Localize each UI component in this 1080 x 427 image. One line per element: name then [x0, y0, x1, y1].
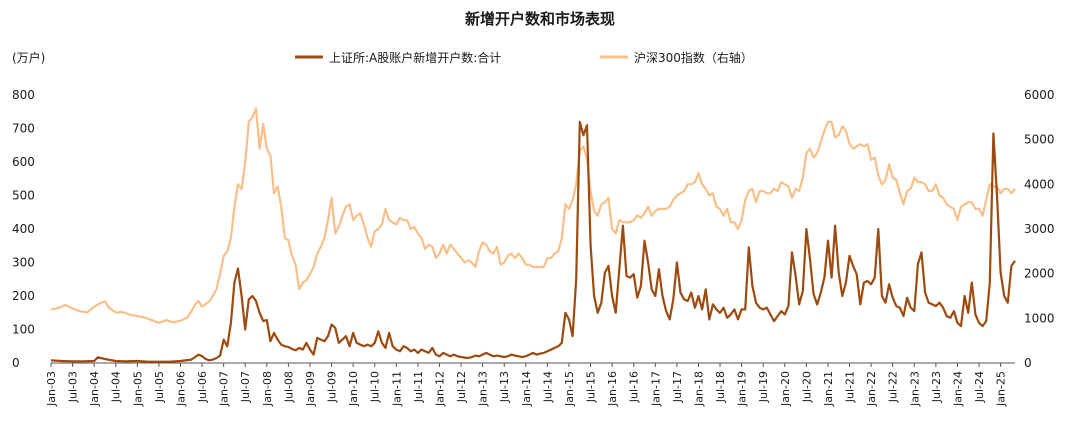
- chart-title: 新增开户数和市场表现: [465, 10, 615, 28]
- right-tick-label: 1000: [1024, 311, 1055, 325]
- right-tick-label: 0: [1024, 356, 1032, 370]
- x-axis: Jan-03 Jul-03 Jan-04 Jul-04 Jan-05 Jul-05 Jan-…: [45, 362, 1015, 407]
- x-tick-label: Jul-14: [541, 371, 554, 403]
- x-tick-label: Jan-10: [347, 371, 360, 407]
- x-tick-label: Jan-09: [304, 371, 317, 407]
- right-tick-label: 5000: [1024, 133, 1055, 147]
- x-tick-label: Jul-22: [887, 371, 900, 403]
- x-tick-label: Jan-06: [174, 371, 187, 407]
- x-tick-label: Jul-10: [369, 371, 382, 403]
- x-tick-label: Jul-08: [282, 371, 295, 403]
- x-tick-label: Jul-07: [239, 371, 252, 403]
- series-line-new-accounts: [50, 120, 1016, 363]
- x-tick-label: Jan-25: [995, 371, 1008, 407]
- x-tick-label: Jan-04: [88, 371, 101, 407]
- x-tick-label: Jul-20: [800, 371, 813, 403]
- x-tick-label: Jan-03: [45, 371, 58, 407]
- right-tick-label: 6000: [1024, 88, 1055, 102]
- x-tick-label: Jan-18: [692, 371, 705, 407]
- left-tick-label: 500: [12, 189, 35, 203]
- x-tick-label: Jul-21: [844, 371, 857, 403]
- right-tick-label: 2000: [1024, 267, 1055, 281]
- right-axis: 0 1000 2000 3000 4000 5000 6000: [1024, 88, 1055, 370]
- x-tick-label: Jul-13: [498, 371, 511, 403]
- x-tick-label: Jan-14: [520, 371, 533, 407]
- x-tick-label: Jul-05: [153, 371, 166, 403]
- x-tick-label: Jan-20: [779, 371, 792, 407]
- x-tick-label: Jan-19: [736, 371, 749, 407]
- x-tick-label: Jan-24: [951, 371, 964, 407]
- x-tick-label: Jan-16: [606, 371, 619, 407]
- left-tick-label: 200: [12, 289, 35, 303]
- legend-label-csi300: 沪深300指数（右轴）: [634, 50, 753, 65]
- left-tick-label: 400: [12, 222, 35, 236]
- x-tick-label: Jul-24: [973, 371, 986, 403]
- x-tick-label: Jan-08: [261, 371, 274, 407]
- x-tick-label: Jul-12: [455, 371, 468, 403]
- x-tick-label: Jan-17: [649, 371, 662, 407]
- x-tick-label: Jul-09: [326, 371, 339, 403]
- x-tick-label: Jan-07: [218, 371, 231, 407]
- x-tick-label: Jul-15: [585, 371, 598, 403]
- left-tick-label: 0: [12, 356, 20, 370]
- left-tick-label: 800: [12, 88, 35, 102]
- x-tick-label: Jul-18: [714, 371, 727, 403]
- series-line-csi300: [50, 107, 1016, 324]
- right-tick-label: 4000: [1024, 177, 1055, 191]
- x-tick-label: Jul-04: [110, 371, 123, 403]
- left-axis: 0 100 200 300 400 500 600 700 800: [12, 88, 35, 370]
- x-tick-label: Jul-06: [196, 371, 209, 403]
- x-tick-label: Jul-23: [930, 371, 943, 403]
- x-tick-label: Jan-23: [908, 371, 921, 407]
- left-axis-unit: (万户): [12, 50, 45, 65]
- x-tick-label: Jan-11: [390, 371, 403, 407]
- x-tick-label: Jan-13: [477, 371, 490, 407]
- right-tick-label: 3000: [1024, 222, 1055, 236]
- legend: 上证所:A股账户新增开户数:合计 沪深300指数（右轴）: [295, 50, 753, 65]
- left-tick-label: 700: [12, 122, 35, 136]
- x-tick-label: Jan-22: [865, 371, 878, 407]
- x-tick-label: Jan-15: [563, 371, 576, 407]
- left-tick-label: 600: [12, 155, 35, 169]
- x-tick-label: Jan-21: [822, 371, 835, 407]
- legend-label-accounts: 上证所:A股账户新增开户数:合计: [329, 50, 501, 65]
- x-tick-label: Jan-12: [433, 371, 446, 407]
- x-tick-label: Jul-19: [757, 371, 770, 403]
- x-tick-label: Jul-11: [412, 371, 425, 403]
- x-tick-label: Jul-03: [67, 371, 80, 403]
- plot-area: [50, 107, 1016, 363]
- left-tick-label: 300: [12, 256, 35, 270]
- x-tick-label: Jul-16: [628, 371, 641, 403]
- left-tick-label: 100: [12, 323, 35, 337]
- x-tick-label: Jan-05: [131, 371, 144, 407]
- x-tick-label: Jul-17: [671, 371, 684, 403]
